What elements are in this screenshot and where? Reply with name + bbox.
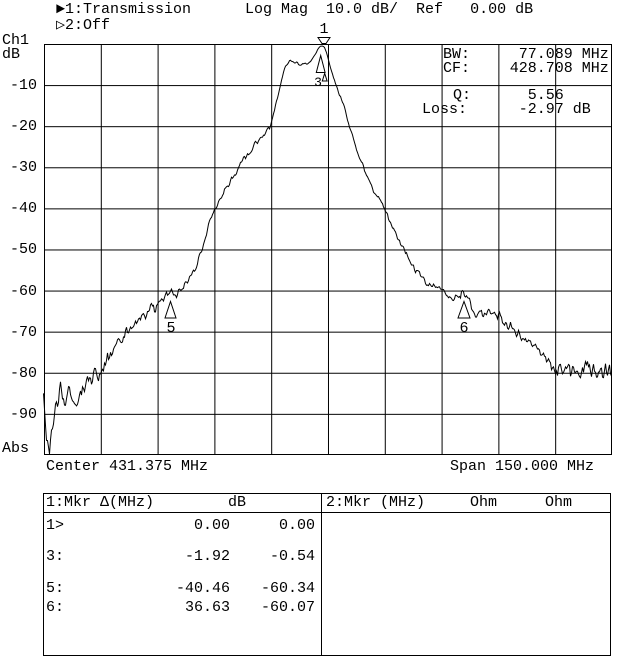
svg-text:1: 1: [319, 21, 328, 38]
